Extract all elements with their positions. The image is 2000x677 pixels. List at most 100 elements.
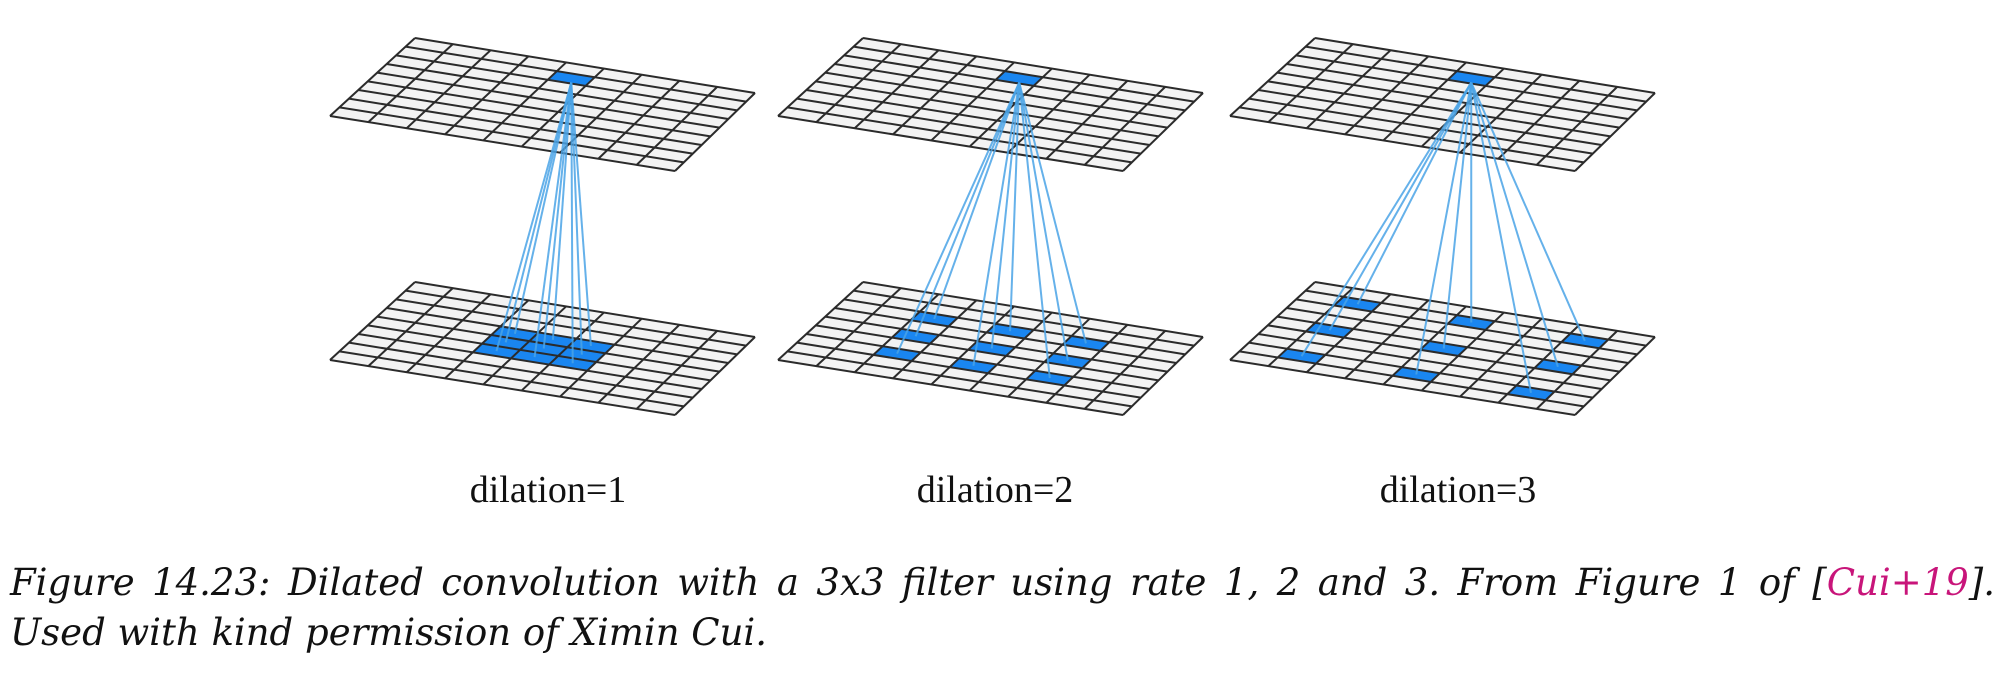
output-cell xyxy=(995,71,1043,86)
input-grid-2-line xyxy=(1007,317,1091,398)
input-grid-1-line xyxy=(405,293,492,373)
input-grid-3-line xyxy=(1267,324,1611,382)
output-grid-2-line xyxy=(1045,80,1129,160)
active-input-cell xyxy=(1277,348,1326,364)
output-grid-2-line xyxy=(777,37,864,117)
output-grid-1-line xyxy=(674,92,756,172)
input-grid-1-line xyxy=(339,350,685,408)
output-grid-3-line xyxy=(1535,86,1618,166)
active-input-cell xyxy=(549,355,597,371)
input-grid-1-line xyxy=(674,336,756,416)
output-grid-2-line xyxy=(1007,73,1091,154)
input-grid-3-line xyxy=(1277,315,1620,373)
input-grid-1-line xyxy=(559,317,643,398)
receptive-field-connector xyxy=(570,82,592,347)
input-grid-1-line xyxy=(597,324,681,404)
input-grid-2-line xyxy=(853,289,1195,347)
input-grid-3-line xyxy=(1286,307,1629,364)
receptive-field-connector xyxy=(533,82,573,358)
panel-label-dilation-2: dilation=2 xyxy=(916,469,1074,511)
active-input-cell xyxy=(1305,322,1354,338)
output-grid-2-line xyxy=(862,37,1204,94)
output-grid-3-line xyxy=(1314,37,1656,94)
input-grid-3-line xyxy=(1305,293,1392,373)
input-grid-1-line xyxy=(377,315,720,373)
input-grid-1-line xyxy=(348,341,693,399)
output-grid-1-line xyxy=(520,67,605,148)
output-grid-2-line xyxy=(834,63,1177,120)
receptive-field-connector xyxy=(896,82,1021,355)
input-grid-3-line xyxy=(1229,281,1316,361)
output-grid-2-line xyxy=(892,55,978,136)
receptive-field-connector xyxy=(990,82,1021,349)
active-input-cell xyxy=(567,338,615,354)
receptive-field-connector xyxy=(933,82,1021,320)
output-grid-1-line xyxy=(329,115,676,172)
output-grid-3-line xyxy=(1459,73,1543,154)
output-grid-2-line xyxy=(815,80,1159,138)
input-grid-3-line xyxy=(1295,298,1638,356)
figure-caption: Figure 14.23: Dilated convolution with a… xyxy=(10,558,1995,658)
output-grid-1-line xyxy=(348,97,693,155)
input-grid-3-line xyxy=(1314,281,1656,338)
active-input-cell xyxy=(482,335,530,350)
input-grid-3-line xyxy=(1420,311,1505,392)
output-grid-3-line xyxy=(1305,49,1392,129)
output-grid-1-line xyxy=(329,37,416,117)
output-grid-2-line xyxy=(806,89,1150,146)
input-grid-2-line xyxy=(834,307,1177,364)
output-grid-3-line xyxy=(1420,67,1505,148)
citation-link[interactable]: Cui+19 xyxy=(1826,561,1969,604)
receptive-field-connector xyxy=(1018,82,1051,379)
receptive-field-connector xyxy=(1442,82,1473,349)
input-grid-2-line xyxy=(892,299,978,380)
output-grid-2-line xyxy=(787,106,1133,164)
input-grid-2-line xyxy=(930,305,1015,386)
output-grid-3-line xyxy=(1295,54,1638,112)
output-grid-2-line xyxy=(825,71,1168,129)
input-grid-2-line xyxy=(777,281,864,361)
output-grid-3-line xyxy=(1267,43,1354,123)
input-grid-2-line xyxy=(806,333,1150,390)
input-grid-2-line xyxy=(968,311,1053,392)
input-grid-2-line xyxy=(1083,330,1166,410)
receptive-field-connector xyxy=(914,82,1021,337)
input-grid-2-line xyxy=(777,359,1124,416)
output-grid-3-line xyxy=(1305,45,1647,103)
active-input-cell xyxy=(1420,341,1468,356)
input-grid-1-line xyxy=(329,359,676,416)
output-grid-3-line xyxy=(1286,63,1629,120)
output-grid-2-line xyxy=(1083,86,1166,166)
input-grid-2-line xyxy=(825,315,1168,373)
output-grid-1-line xyxy=(405,45,747,103)
output-grid-1-line xyxy=(358,89,702,146)
output-grid-3-line xyxy=(1229,115,1576,172)
active-input-cell xyxy=(910,311,958,327)
output-grid-1-line xyxy=(444,55,530,136)
input-grid-2-line xyxy=(1122,336,1204,416)
receptive-field-connector xyxy=(1470,82,1586,342)
input-grid-2-line xyxy=(796,341,1141,399)
input-grid-2-line xyxy=(787,350,1133,408)
input-grid-3-line xyxy=(1267,287,1354,367)
receptive-field-connector xyxy=(1415,82,1473,375)
output-grid-1-line xyxy=(386,63,729,120)
input-grid-2-line xyxy=(1045,324,1129,404)
output-grid-3-line xyxy=(1382,61,1467,142)
output-grid-1-line xyxy=(414,37,756,94)
input-grid-3-line xyxy=(1344,299,1430,380)
output-grid-2-line xyxy=(815,43,902,123)
receptive-field-connector xyxy=(1018,82,1069,361)
input-grid-1-line xyxy=(386,307,729,364)
active-input-cell xyxy=(968,341,1016,356)
output-cell xyxy=(547,71,595,86)
input-grid-2-line xyxy=(815,324,1159,382)
active-input-cell xyxy=(1392,367,1440,382)
output-grid-2-line xyxy=(843,54,1186,112)
receptive-field-connector xyxy=(1018,82,1087,344)
input-grid-1-line xyxy=(395,298,738,356)
receptive-field-connector xyxy=(513,82,573,334)
receptive-field-connector xyxy=(972,82,1021,366)
input-grid-1-line xyxy=(414,281,756,338)
output-grid-2-line xyxy=(930,61,1015,142)
